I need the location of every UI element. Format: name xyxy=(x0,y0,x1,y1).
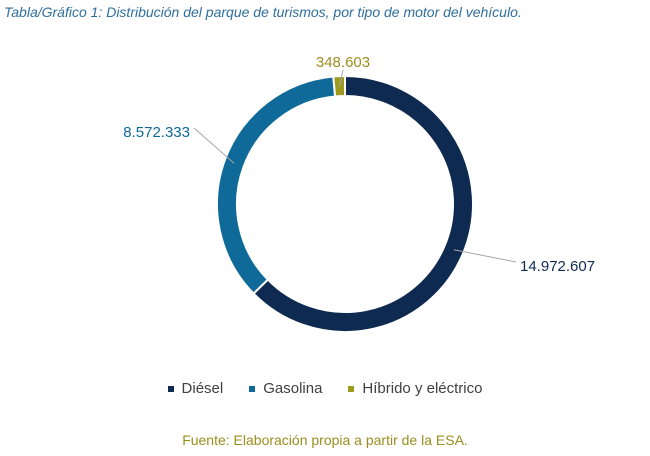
donut-slices xyxy=(216,74,474,333)
slice-hibrido xyxy=(332,74,346,98)
source-note: Fuente: Elaboración propia a partir de l… xyxy=(182,432,468,448)
legend-label-gasolina: Gasolina xyxy=(263,380,323,397)
legend-swatch-gasolina xyxy=(249,385,256,392)
legend-swatch-diesel xyxy=(167,385,174,392)
leader-line-gasolina xyxy=(193,127,235,164)
leader-line-diesel xyxy=(453,249,517,263)
leader-lines xyxy=(193,69,517,263)
leader-line-hibrido xyxy=(339,69,344,87)
data-labels: 14.972.607 8.572.333 348.603 xyxy=(123,54,595,275)
legend-label-hibrido: Híbrido y eléctrico xyxy=(362,380,483,397)
legend-item-gasolina: Gasolina xyxy=(249,380,322,397)
legend-label-diesel: Diésel xyxy=(181,380,224,397)
slice-gasolina xyxy=(216,75,337,295)
legend-item-diesel: Diésel xyxy=(167,380,224,397)
chart-title: Tabla/Gráfico 1: Distribución del parque… xyxy=(4,4,522,20)
legend-item-hibrido: Híbrido y eléctrico xyxy=(348,380,482,397)
data-label-hibrido: 348.603 xyxy=(316,54,370,71)
data-label-gasolina: 8.572.333 xyxy=(123,124,190,141)
slice-diesel xyxy=(252,74,474,333)
chart-legend: Diésel Gasolina Híbrido y eléctrico xyxy=(0,380,650,397)
data-label-diesel: 14.972.607 xyxy=(520,258,595,275)
legend-swatch-hibrido xyxy=(348,385,355,392)
